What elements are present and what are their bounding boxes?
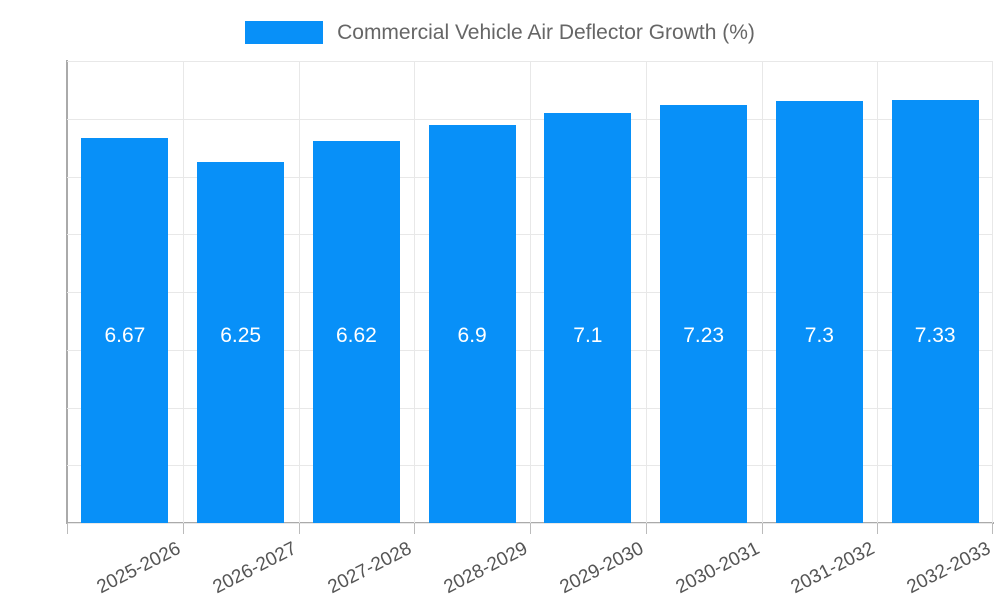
x-axis-tick-mark <box>182 523 184 534</box>
bar-value-label: 6.67 <box>104 324 146 347</box>
bar-value-label: 7.33 <box>914 324 956 347</box>
gridline-vertical <box>182 61 184 523</box>
bar-value-label: 6.62 <box>335 324 377 347</box>
gridline-vertical <box>298 61 300 523</box>
gridline-vertical <box>992 61 993 523</box>
gridline-vertical <box>761 61 763 523</box>
legend-label: Commercial Vehicle Air Deflector Growth … <box>337 20 755 44</box>
legend-swatch-icon <box>245 20 324 44</box>
plot-area: 012345678 6.676.256.626.97.17.237.37.33 <box>66 60 994 534</box>
x-axis-tick-label: 2032-2033 <box>903 538 995 599</box>
x-axis-tick-label: 2025-2026 <box>93 538 184 599</box>
x-axis-tick-mark <box>761 523 763 534</box>
x-axis-tick-label: 2031-2032 <box>787 538 879 599</box>
x-axis-tick-label: 2026-2027 <box>209 538 300 599</box>
gridline-vertical <box>414 61 416 523</box>
x-axis-tick-label: 2030-2031 <box>672 538 763 599</box>
bar[interactable]: 7.1 <box>544 112 632 523</box>
gridline-vertical <box>877 61 879 523</box>
x-axis-tick-mark <box>992 523 993 534</box>
x-axis-tick-mark <box>645 523 647 534</box>
bar[interactable]: 7.3 <box>775 101 863 523</box>
bar[interactable]: 6.9 <box>428 124 516 523</box>
bar-value-label: 7.3 <box>804 324 834 347</box>
bar[interactable]: 6.62 <box>312 140 400 523</box>
x-axis-tick-mark <box>298 523 300 534</box>
x-axis-tick-label: 2029-2030 <box>556 538 647 599</box>
bar[interactable]: 6.25 <box>197 162 285 523</box>
bar-value-label: 7.1 <box>573 324 603 347</box>
x-axis-tick-label: 2027-2028 <box>324 538 416 599</box>
bar[interactable]: 6.67 <box>81 137 169 523</box>
x-axis-tick-label: 2028-2029 <box>440 538 532 599</box>
chart-legend: Commercial Vehicle Air Deflector Growth … <box>0 16 1000 48</box>
gridline-vertical <box>530 61 531 523</box>
bar-value-label: 7.23 <box>683 324 725 347</box>
bar[interactable]: 7.23 <box>660 105 748 523</box>
x-axis-tick-mark <box>67 523 68 534</box>
bar-value-label: 6.25 <box>220 324 262 347</box>
x-axis-tick-mark <box>414 523 416 534</box>
bar-value-label: 6.9 <box>457 324 487 347</box>
x-axis-tick-mark <box>877 523 879 534</box>
x-axis-tick-mark <box>530 523 531 534</box>
bar[interactable]: 7.33 <box>891 99 979 523</box>
gridline-vertical <box>645 61 647 523</box>
